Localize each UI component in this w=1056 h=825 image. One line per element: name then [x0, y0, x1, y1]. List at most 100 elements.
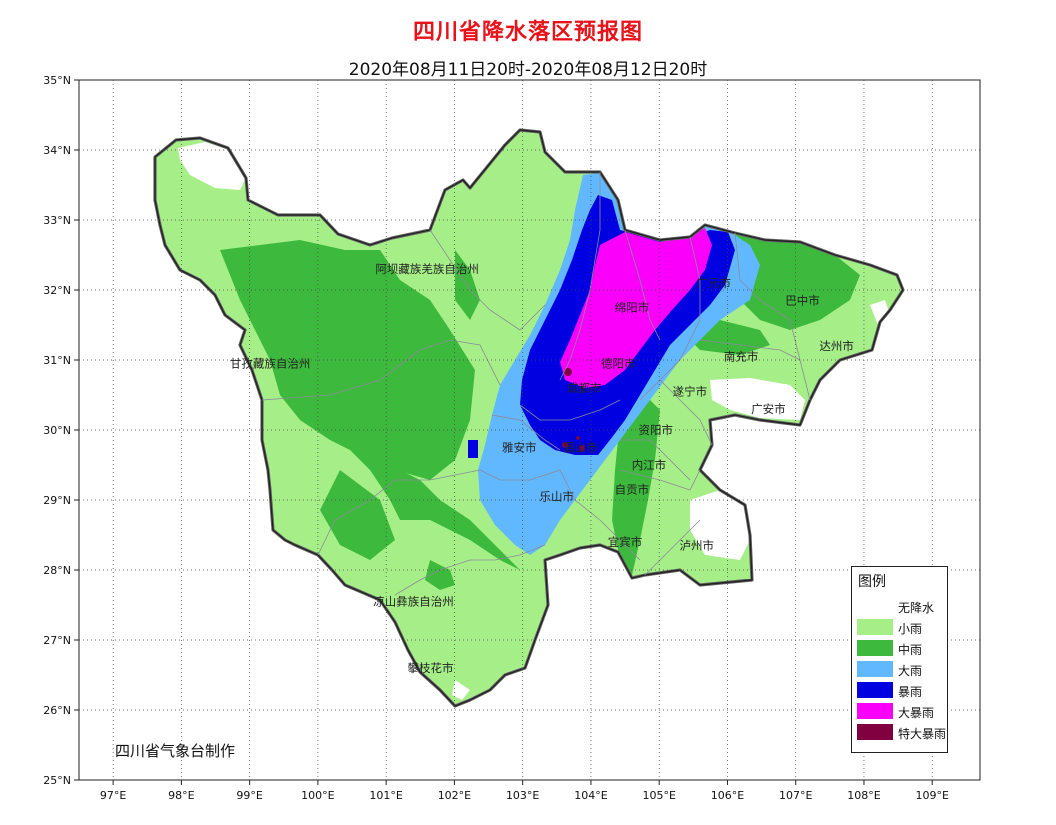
lat-tick-label: 34°N: [43, 144, 71, 157]
legend-title: 图例: [858, 574, 886, 590]
legend-label: 大暴雨: [898, 706, 935, 720]
county-boundary: [620, 439, 691, 481]
city-label: 眉山市: [563, 441, 598, 455]
city-label: 达州市: [819, 339, 854, 353]
lon-tick-label: 100°E: [301, 789, 334, 802]
city-label: 巴中市: [785, 294, 820, 308]
map-axes: 35°N 34°N 33°N 32°N 31°N 30°N 29°N 28°N 27°N 26°N…: [43, 74, 949, 802]
extreme-rainstorm-area: [579, 445, 585, 451]
lat-tick-label: 27°N: [43, 634, 71, 647]
county-boundary: [317, 469, 481, 556]
moderate-rain-area: [455, 250, 480, 320]
legend-label: 大雨: [898, 664, 923, 678]
lat-tick-label: 32°N: [43, 284, 71, 297]
lat-lon-grid: [79, 80, 980, 780]
city-label: 自贡市: [615, 483, 650, 497]
moderate-rain-area: [320, 470, 395, 560]
no-rain-area: [690, 490, 750, 560]
city-label: 南充市: [724, 350, 759, 364]
city-label: 广元市: [697, 276, 732, 290]
legend-item-heavy-rain: 大雨: [857, 660, 947, 678]
heavy-rainstorm-area: [560, 228, 712, 388]
lon-tick-label: 106°E: [711, 789, 744, 802]
lon-tick-label: 98°E: [168, 789, 194, 802]
legend-swatch: [857, 661, 893, 677]
county-boundary: [734, 232, 811, 401]
legend-swatch: [857, 640, 893, 656]
city-label: 凉山彝族自治州: [373, 595, 454, 609]
county-boundary: [479, 469, 576, 501]
legend-label: 特大暴雨: [898, 727, 947, 741]
city-label: 遂宁市: [673, 385, 708, 399]
lon-tick-label: 107°E: [779, 789, 812, 802]
city-label: 乐山市: [540, 490, 575, 504]
lat-tick-label: 30°N: [43, 424, 71, 437]
legend-label: 无降水: [898, 601, 935, 615]
lon-tick-label: 103°E: [506, 789, 539, 802]
legend-label: 中雨: [898, 643, 923, 657]
city-label: 泸州市: [679, 539, 714, 553]
moderate-rain-area: [725, 235, 860, 330]
county-boundary: [394, 544, 546, 596]
legend-swatch: [857, 724, 893, 740]
county-boundary: [429, 229, 546, 331]
county-boundary: [574, 499, 641, 561]
lat-tick-label: 35°N: [43, 74, 71, 87]
county-boundary: [261, 339, 501, 401]
city-label: 广安市: [751, 402, 786, 416]
county-boundary: [519, 399, 621, 421]
county-boundary: [619, 469, 701, 491]
city-label: 攀枝花市: [408, 661, 454, 675]
no-rain-area: [178, 142, 246, 190]
lon-tick-label: 105°E: [642, 789, 675, 802]
no-rain-area: [452, 680, 470, 700]
no-rain-area: [710, 378, 805, 420]
lat-tick-label: 33°N: [43, 214, 71, 227]
lon-tick-label: 99°E: [236, 789, 262, 802]
extreme-rainstorm-area: [576, 436, 580, 440]
legend: 图例 无降水 小雨 中雨 大雨 暴雨 大暴雨 特大暴雨: [851, 566, 948, 753]
lat-tick-label: 28°N: [43, 564, 71, 577]
lon-tick-label: 108°E: [847, 789, 880, 802]
legend-item-rainstorm: 暴雨: [857, 681, 947, 699]
lon-tick-label: 104°E: [574, 789, 607, 802]
city-label: 雅安市: [502, 441, 537, 455]
county-boundary: [491, 414, 561, 451]
city-label: 资阳市: [639, 423, 674, 437]
city-label: 甘孜藏族自治州: [230, 357, 311, 371]
legend-item-light-rain: 小雨: [857, 618, 947, 636]
legend-label: 小雨: [898, 622, 923, 636]
rainstorm-area: [468, 440, 478, 458]
lon-tick-label: 101°E: [369, 789, 402, 802]
moderate-rain-area: [425, 560, 455, 590]
lat-tick-label: 25°N: [43, 774, 71, 787]
legend-swatch: [857, 682, 893, 698]
county-boundary: [699, 339, 801, 361]
county-boundary: [644, 519, 701, 576]
legend-item-none: 无降水: [857, 597, 947, 615]
city-label: 阿坝藏族羌族自治州: [375, 262, 479, 276]
legend-swatch: [857, 703, 893, 719]
city-label: 德阳市: [601, 357, 636, 371]
legend-swatch: [857, 619, 893, 635]
city-label: 内江市: [632, 458, 667, 472]
lat-tick-label: 31°N: [43, 354, 71, 367]
lon-tick-label: 109°E: [915, 789, 948, 802]
legend-item-extreme-rainstorm: 特大暴雨: [857, 723, 947, 741]
moderate-rain-area: [300, 420, 520, 570]
lat-tick-label: 29°N: [43, 494, 71, 507]
producer-credit: 四川省气象台制作: [115, 742, 236, 760]
city-label: 绵阳市: [615, 301, 650, 315]
county-boundary: [659, 379, 713, 446]
legend-item-heavy-rainstorm: 大暴雨: [857, 702, 947, 720]
legend-swatch: [857, 598, 893, 614]
extreme-rainstorm-area: [562, 442, 568, 448]
precipitation-zones: [155, 130, 903, 706]
map-title: 四川省降水落区预报图: [412, 20, 643, 45]
legend-label: 暴雨: [898, 685, 923, 699]
county-boundary: [639, 236, 701, 401]
lon-tick-label: 102°E: [438, 789, 471, 802]
city-label: 宜宾市: [608, 535, 643, 549]
legend-item-moderate-rain: 中雨: [857, 639, 947, 657]
